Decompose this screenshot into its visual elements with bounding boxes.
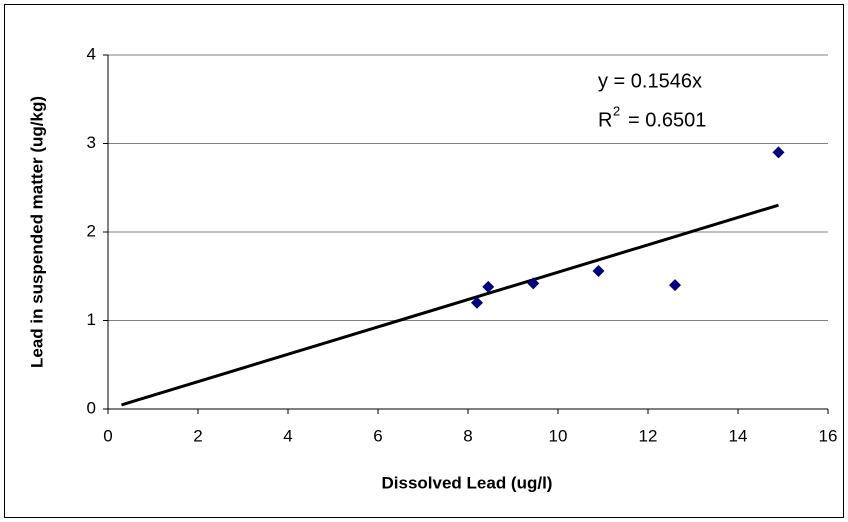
x-tick-label: 12 — [639, 426, 658, 445]
y-tick-label: 0 — [87, 398, 96, 417]
chart-border — [4, 4, 844, 518]
data-point — [669, 279, 681, 292]
data-point — [482, 280, 495, 293]
x-tick-label: 4 — [283, 426, 292, 445]
x-tick-label: 16 — [819, 426, 838, 445]
y-axis-title: Lead in suspended matter (ug/kg) — [27, 96, 46, 368]
trend-equation: y = 0.1546x — [598, 70, 702, 92]
data-point — [471, 296, 483, 309]
r-squared-symbol: R — [598, 109, 612, 131]
r-squared-value: = 0.6501 — [628, 109, 706, 131]
r-squared-exponent: 2 — [613, 103, 620, 118]
data-point — [592, 264, 605, 277]
x-tick-label: 14 — [729, 426, 748, 445]
x-tick-label: 8 — [463, 426, 472, 445]
x-tick-label: 10 — [549, 426, 568, 445]
x-tick-label: 2 — [193, 426, 202, 445]
x-tick-label: 6 — [373, 426, 382, 445]
x-axis-title: Dissolved Lead (ug/l) — [382, 473, 553, 492]
trendline — [121, 203, 779, 407]
y-tick-label: 1 — [87, 310, 96, 329]
y-tick-label: 4 — [87, 44, 96, 63]
data-point — [527, 277, 540, 290]
y-tick-label: 2 — [87, 221, 96, 240]
x-tick-label: 0 — [103, 426, 112, 445]
y-tick-label: 3 — [87, 133, 96, 152]
data-point — [772, 146, 785, 159]
